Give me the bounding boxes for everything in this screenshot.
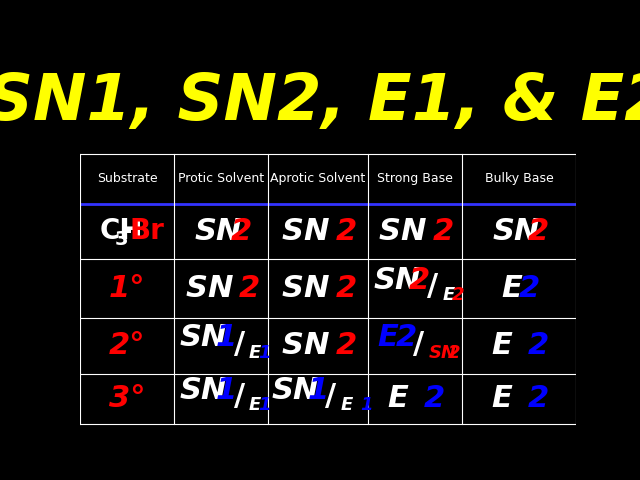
Text: 1: 1 <box>360 396 372 414</box>
Text: 2: 2 <box>519 274 540 303</box>
Text: SN: SN <box>492 217 540 246</box>
Text: E: E <box>442 286 454 304</box>
Text: SN: SN <box>282 274 340 303</box>
Text: E: E <box>492 331 524 360</box>
Text: SN1, SN2, E1, & E2: SN1, SN2, E1, & E2 <box>0 71 640 133</box>
Text: /: / <box>326 382 337 411</box>
Text: 2: 2 <box>424 384 445 413</box>
Text: Aprotic Solvent: Aprotic Solvent <box>271 172 365 185</box>
Text: -: - <box>121 217 132 245</box>
Text: SN: SN <box>180 324 227 352</box>
Text: 1: 1 <box>259 396 271 414</box>
Text: 2: 2 <box>239 274 260 303</box>
Text: E: E <box>378 324 398 352</box>
Text: E: E <box>492 384 524 413</box>
Text: 2: 2 <box>452 286 465 304</box>
Text: 2°: 2° <box>109 331 145 360</box>
Text: 1: 1 <box>216 376 237 405</box>
Text: Bulky Base: Bulky Base <box>484 172 554 185</box>
Text: 3: 3 <box>115 230 128 249</box>
Text: 2: 2 <box>396 324 417 352</box>
Text: /: / <box>427 272 438 301</box>
Text: E: E <box>388 384 419 413</box>
Text: E: E <box>249 344 261 361</box>
Text: CH: CH <box>100 217 143 245</box>
Text: 2: 2 <box>409 266 430 295</box>
Text: 2: 2 <box>528 217 549 246</box>
Text: 2: 2 <box>230 217 252 246</box>
Text: 1: 1 <box>259 344 271 361</box>
Text: 3°: 3° <box>109 384 145 413</box>
Text: 2: 2 <box>336 331 357 360</box>
Text: 1°: 1° <box>109 274 145 303</box>
Text: 2: 2 <box>528 331 549 360</box>
Text: SN: SN <box>272 376 319 405</box>
Text: Substrate: Substrate <box>97 172 157 185</box>
Text: SN: SN <box>429 344 457 361</box>
Text: 2: 2 <box>528 384 549 413</box>
Text: /: / <box>234 382 244 411</box>
Text: 1: 1 <box>308 376 329 405</box>
Text: /: / <box>234 330 244 359</box>
Text: SN: SN <box>180 376 227 405</box>
Text: 2: 2 <box>433 217 454 246</box>
Text: E: E <box>341 396 359 414</box>
Text: Br: Br <box>129 217 164 245</box>
Text: 2: 2 <box>448 344 460 361</box>
Text: SN: SN <box>282 331 340 360</box>
Text: SN: SN <box>379 217 437 246</box>
Text: E: E <box>501 274 522 303</box>
Text: SN: SN <box>186 274 244 303</box>
Text: 1: 1 <box>216 324 237 352</box>
Text: Protic Solvent: Protic Solvent <box>179 172 264 185</box>
Text: 2: 2 <box>336 217 357 246</box>
Text: E: E <box>249 396 261 414</box>
Text: /: / <box>413 330 424 359</box>
Text: 2: 2 <box>336 274 357 303</box>
Text: Strong Base: Strong Base <box>377 172 452 185</box>
Text: SN: SN <box>373 266 420 295</box>
Text: SN: SN <box>195 217 242 246</box>
Text: SN: SN <box>282 217 340 246</box>
